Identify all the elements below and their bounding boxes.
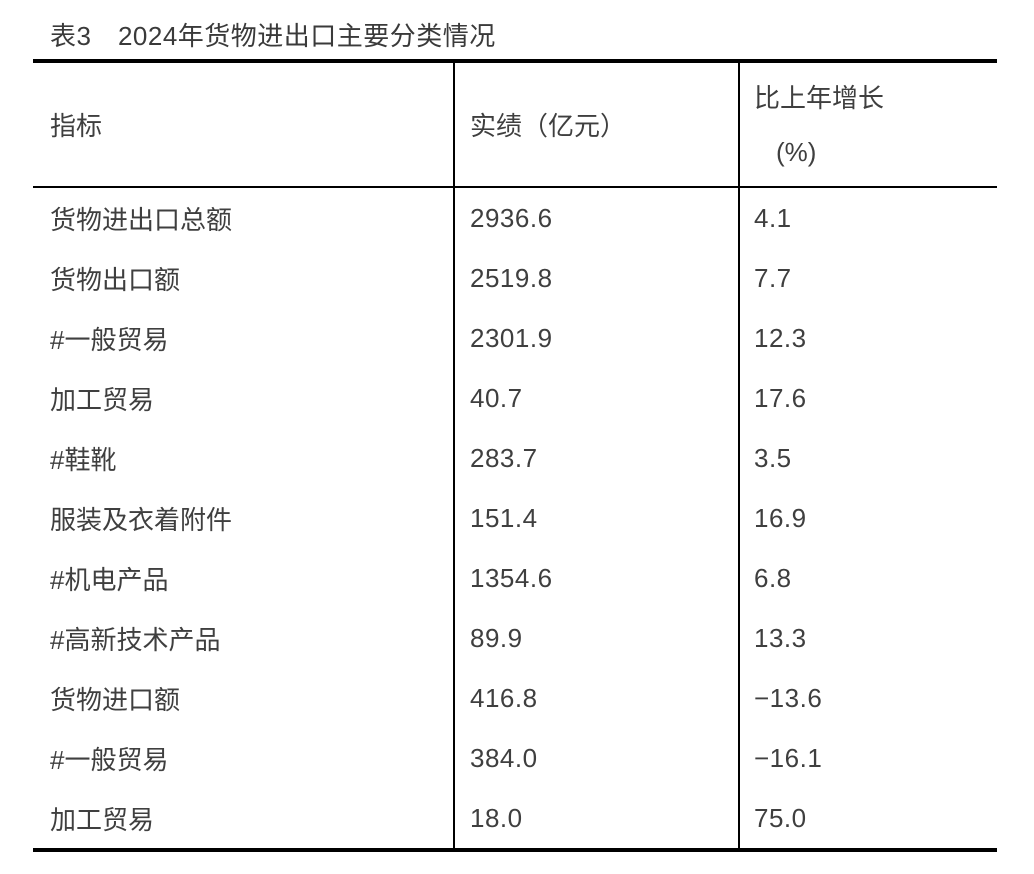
cell-growth: −16.1	[738, 728, 997, 788]
cell-growth: 16.9	[738, 488, 997, 548]
cell-growth: 75.0	[738, 788, 997, 848]
cell-indicator: #机电产品	[50, 564, 169, 595]
cell-value: 18.0	[453, 788, 738, 848]
cell-indicator: 货物进口额	[50, 684, 181, 715]
cell-indicator: #高新技术产品	[50, 624, 221, 655]
cell-value: 89.9	[453, 608, 738, 668]
cell-indicator: #一般贸易	[50, 744, 169, 775]
cell-value: 384.0	[453, 728, 738, 788]
cell-growth: −13.6	[738, 668, 997, 728]
cell-value: 1354.6	[453, 548, 738, 608]
cell-growth: 13.3	[738, 608, 997, 668]
table-row: #鞋靴 283.7 3.5	[33, 428, 997, 488]
cell-indicator: 货物进出口总额	[50, 204, 233, 235]
cell-indicator: 加工贸易	[50, 804, 155, 835]
cell-value: 40.7	[453, 368, 738, 428]
header-growth-line2: (%)	[776, 136, 817, 167]
cell-growth: 17.6	[738, 368, 997, 428]
cell-value: 416.8	[453, 668, 738, 728]
header-value: 实绩（亿元）	[453, 63, 738, 186]
cell-indicator: 加工贸易	[50, 384, 155, 415]
cell-growth: 3.5	[738, 428, 997, 488]
table-row: 货物进出口总额 2936.6 4.1	[33, 188, 997, 248]
cell-value: 283.7	[453, 428, 738, 488]
cell-growth: 12.3	[738, 308, 997, 368]
table-caption: 表3 2024年货物进出口主要分类情况	[50, 21, 496, 51]
cell-indicator: #一般贸易	[50, 324, 169, 355]
cell-indicator: #鞋靴	[50, 444, 117, 475]
header-growth: 比上年增长 (%)	[738, 63, 997, 186]
table-header-row: 指标 实绩（亿元） 比上年增长 (%)	[33, 63, 997, 188]
cell-value: 2936.6	[453, 188, 738, 248]
header-indicator: 指标	[50, 111, 103, 141]
cell-indicator: 服装及衣着附件	[50, 504, 233, 535]
table-row: #一般贸易 2301.9 12.3	[33, 308, 997, 368]
table-row: #机电产品 1354.6 6.8	[33, 548, 997, 608]
cell-value: 151.4	[453, 488, 738, 548]
table-row: #高新技术产品 89.9 13.3	[33, 608, 997, 668]
cell-value: 2519.8	[453, 248, 738, 308]
header-growth-line1: 比上年增长	[754, 82, 885, 113]
header-growth-lines: 比上年增长 (%)	[754, 71, 884, 179]
table-row: #一般贸易 384.0 −16.1	[33, 728, 997, 788]
cell-growth: 4.1	[738, 188, 997, 248]
table-row: 货物进口额 416.8 −13.6	[33, 668, 997, 728]
table-row: 加工贸易 40.7 17.6	[33, 368, 997, 428]
cell-value: 2301.9	[453, 308, 738, 368]
table-row: 货物出口额 2519.8 7.7	[33, 248, 997, 308]
table-row: 加工贸易 18.0 75.0	[33, 788, 997, 848]
trade-classification-table: 指标 实绩（亿元） 比上年增长 (%) 货物进出口总额 2936.6 4.1 货物出口…	[33, 59, 997, 852]
cell-growth: 6.8	[738, 548, 997, 608]
cell-growth: 7.7	[738, 248, 997, 308]
cell-indicator: 货物出口额	[50, 264, 181, 295]
table-row: 服装及衣着附件 151.4 16.9	[33, 488, 997, 548]
table-body: 货物进出口总额 2936.6 4.1 货物出口额 2519.8 7.7 #一般贸易 2301.…	[33, 188, 997, 848]
